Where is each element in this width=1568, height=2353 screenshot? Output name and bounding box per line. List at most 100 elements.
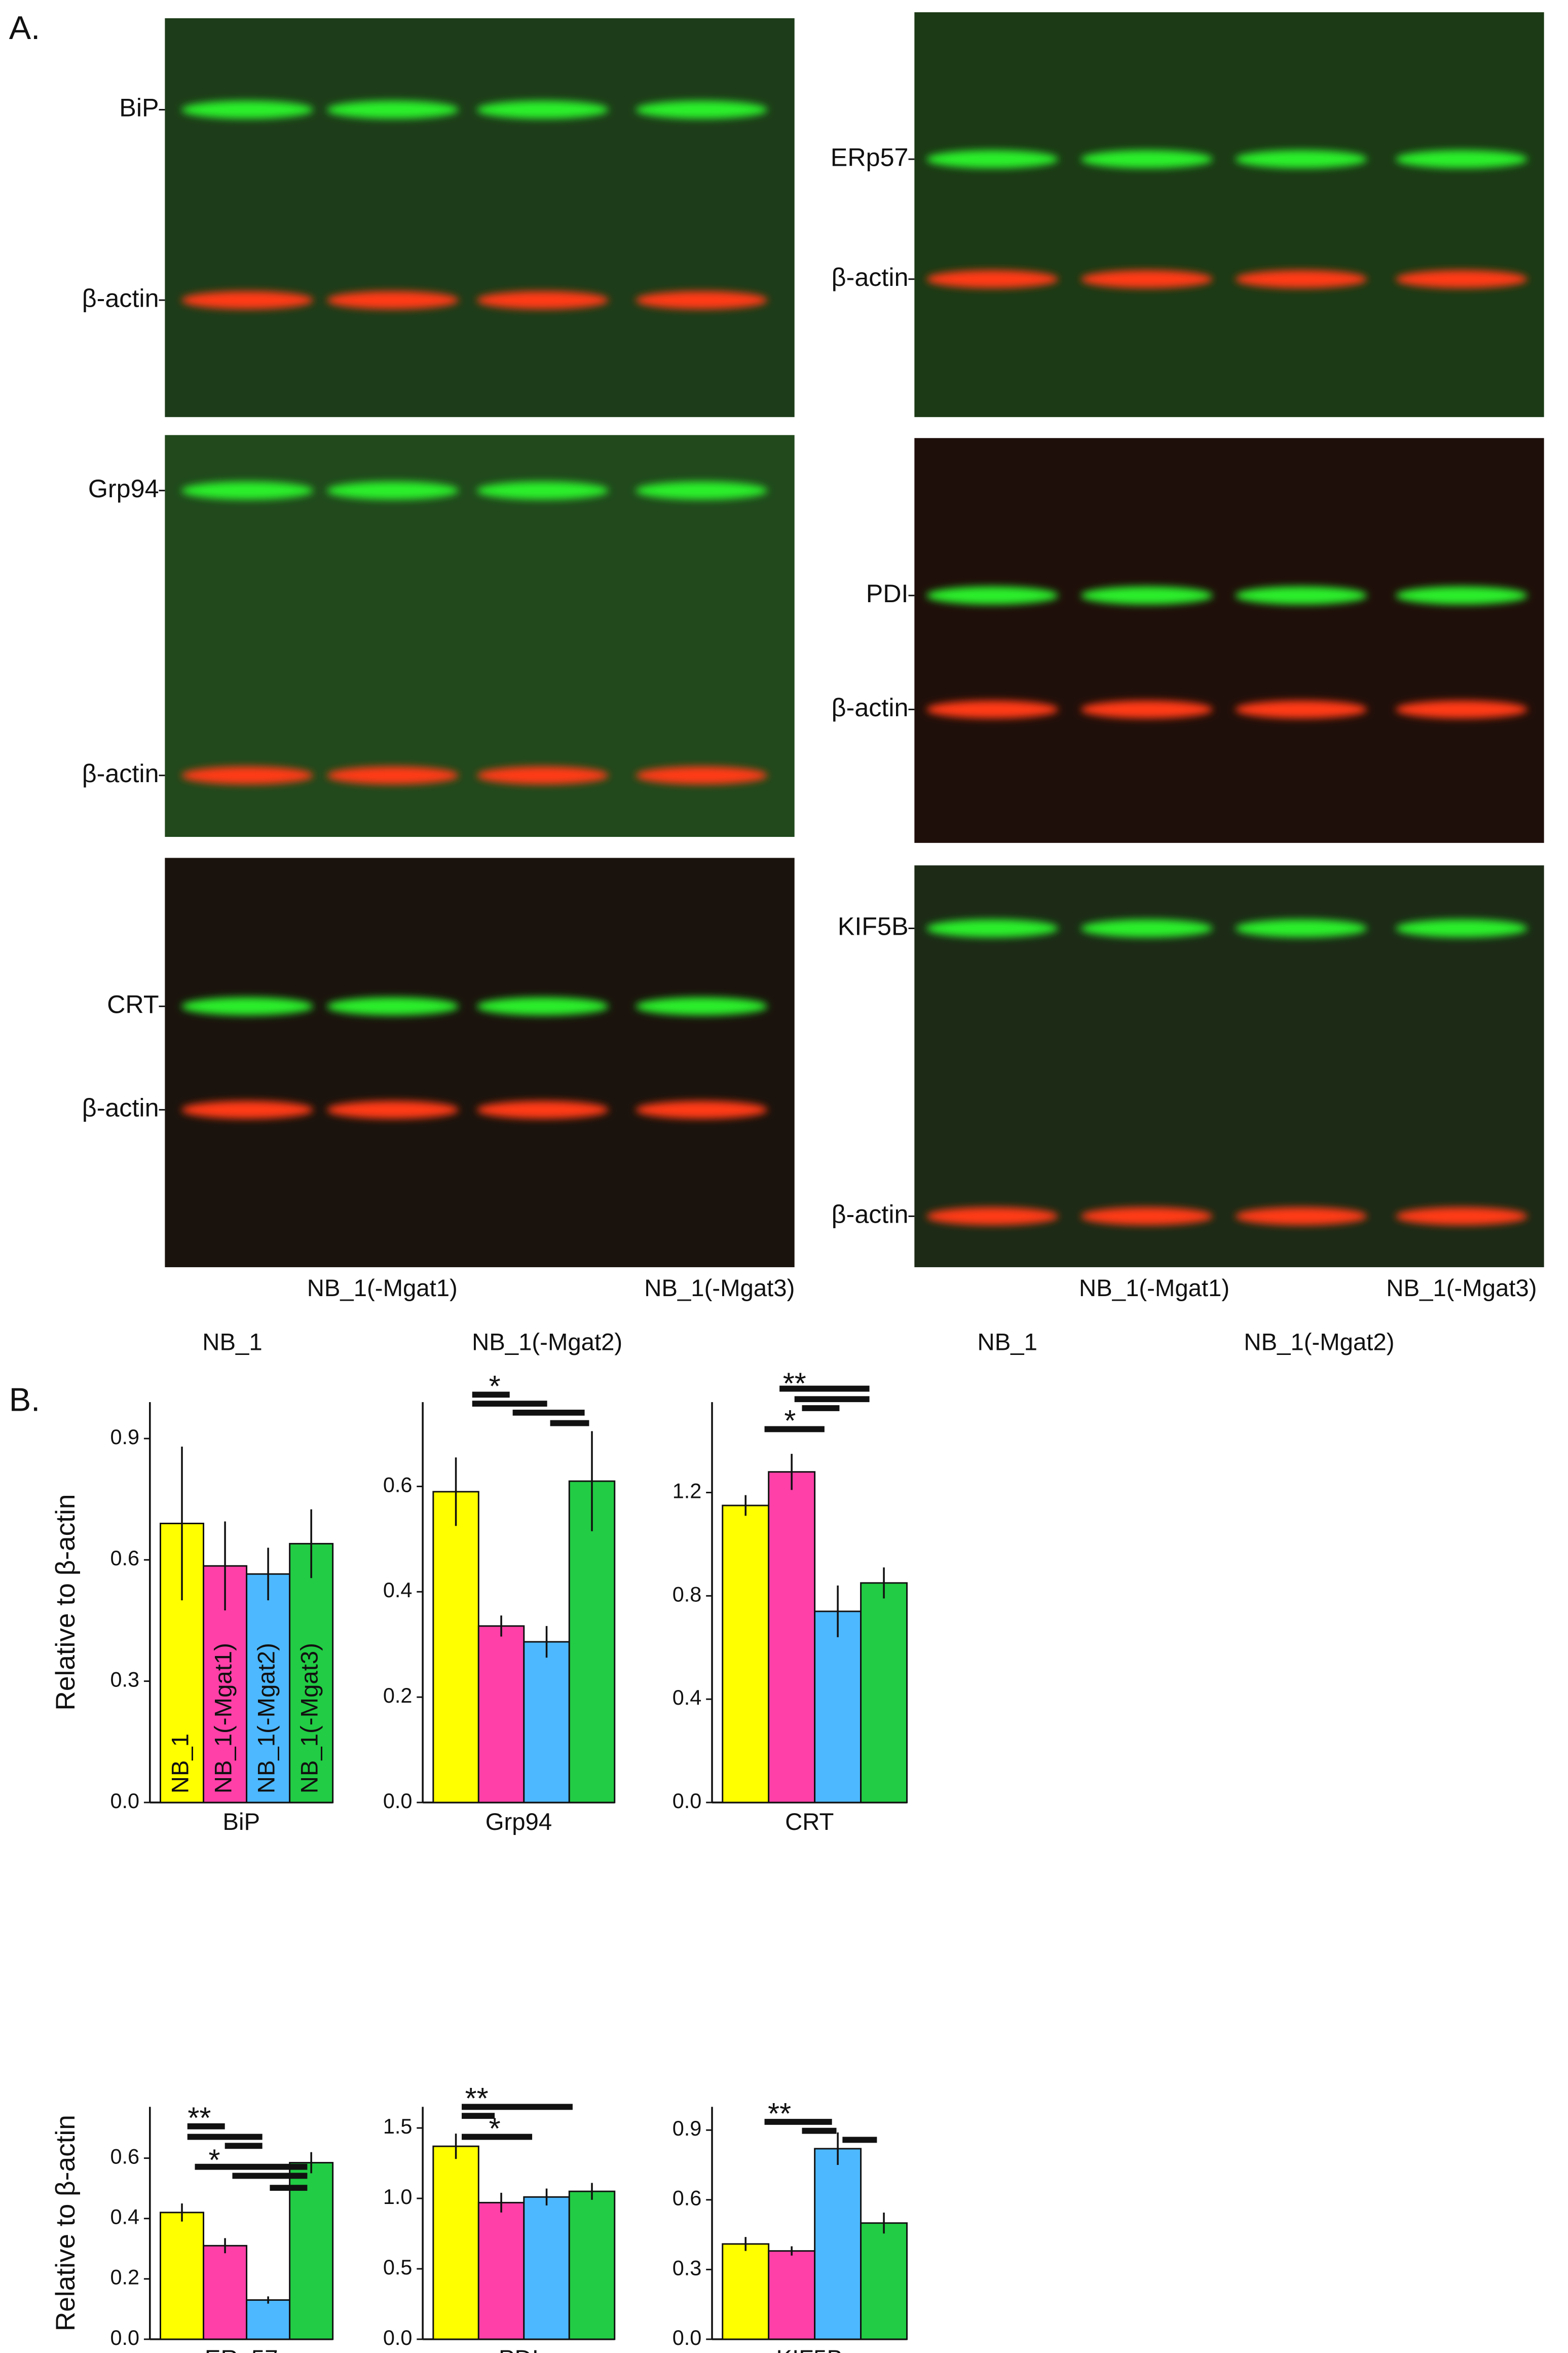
y-tick-label: 0.4 bbox=[673, 1686, 702, 1709]
significance-star: ** bbox=[768, 2097, 791, 2130]
band bbox=[1235, 919, 1367, 938]
band bbox=[181, 291, 314, 309]
y-tick-label: 0.6 bbox=[110, 1547, 140, 1570]
band bbox=[636, 291, 768, 309]
x-axis-label: ERp57 bbox=[205, 2345, 278, 2353]
y-tick-label: 0.9 bbox=[110, 1425, 140, 1449]
band bbox=[1395, 919, 1528, 938]
y-tick-label: 1.2 bbox=[673, 1479, 702, 1502]
band bbox=[1235, 1207, 1367, 1226]
band bbox=[1235, 700, 1367, 719]
x-axis-label: KIF5B bbox=[776, 2345, 843, 2353]
y-tick-label: 0.3 bbox=[110, 1668, 140, 1692]
bar bbox=[432, 1491, 479, 1804]
y-tick-label: 0.0 bbox=[383, 1789, 413, 1813]
band bbox=[326, 766, 459, 785]
lane-label: NB_1(-Mgat1) bbox=[307, 1275, 458, 1302]
band bbox=[636, 766, 768, 785]
blot-label: β-actin bbox=[82, 1093, 159, 1122]
bar-label: NB_1(-Mgat1) bbox=[210, 1643, 237, 1793]
blot-label: ERp57 bbox=[831, 142, 909, 171]
band bbox=[181, 100, 314, 119]
significance-star: * bbox=[208, 2143, 220, 2177]
blot bbox=[165, 858, 795, 1267]
bar bbox=[246, 1573, 291, 1804]
y-tick-label: 1.0 bbox=[383, 2185, 413, 2209]
band bbox=[1235, 150, 1367, 168]
panel-label: A. bbox=[9, 9, 40, 46]
band bbox=[326, 1100, 459, 1119]
band bbox=[636, 997, 768, 1016]
lane-label: NB_1(-Mgat3) bbox=[1386, 1275, 1537, 1302]
y-tick-label: 0.4 bbox=[383, 1578, 413, 1602]
band bbox=[476, 766, 609, 785]
significance-star: ** bbox=[465, 2081, 489, 2115]
x-axis-label: Grp94 bbox=[486, 1809, 552, 1835]
band bbox=[636, 100, 768, 119]
lane-label: NB_1(-Mgat1) bbox=[1079, 1275, 1229, 1302]
band bbox=[926, 150, 1059, 168]
blot-label: β-actin bbox=[82, 283, 159, 312]
band bbox=[636, 1100, 768, 1119]
band bbox=[326, 100, 459, 119]
band bbox=[1235, 586, 1367, 605]
y-tick-label: 0.0 bbox=[110, 1789, 140, 1813]
significance-star: * bbox=[489, 2111, 501, 2145]
bar bbox=[432, 2145, 479, 2340]
band bbox=[326, 997, 459, 1016]
band bbox=[476, 291, 609, 309]
band bbox=[476, 1100, 609, 1119]
band bbox=[181, 766, 314, 785]
y-tick-label: 0.6 bbox=[110, 2145, 140, 2168]
y-tick-label: 0.5 bbox=[383, 2256, 413, 2279]
significance-star: * bbox=[489, 1369, 501, 1403]
blot-label: PDI bbox=[866, 579, 909, 608]
y-tick-label: 0.2 bbox=[110, 2266, 140, 2289]
significance-star: ** bbox=[783, 1366, 806, 1400]
band bbox=[476, 481, 609, 500]
band bbox=[326, 291, 459, 309]
band bbox=[1080, 270, 1213, 288]
band bbox=[1395, 270, 1528, 288]
blot-label: β-actin bbox=[82, 759, 159, 788]
band bbox=[926, 1207, 1059, 1226]
bar bbox=[477, 2201, 525, 2340]
bar bbox=[523, 1641, 570, 1804]
lane-label: NB_1 bbox=[978, 1329, 1037, 1355]
band bbox=[1235, 270, 1367, 288]
bar bbox=[722, 2243, 770, 2340]
bar bbox=[160, 2212, 205, 2340]
band bbox=[1395, 700, 1528, 719]
bar bbox=[860, 2222, 908, 2340]
significance-star: ** bbox=[188, 2101, 211, 2135]
y-tick-label: 0.6 bbox=[383, 1473, 413, 1496]
blot-label: Grp94 bbox=[88, 474, 159, 503]
y-axis-label: Relative to β-actin bbox=[51, 1494, 81, 1710]
blot-label: β-actin bbox=[832, 263, 909, 291]
blot-label: β-actin bbox=[832, 693, 909, 722]
band bbox=[926, 270, 1059, 288]
band bbox=[926, 919, 1059, 938]
bar bbox=[289, 2162, 334, 2340]
y-tick-label: 0.0 bbox=[673, 1789, 702, 1813]
bar bbox=[768, 2250, 816, 2340]
band bbox=[1395, 1207, 1528, 1226]
blot-label: β-actin bbox=[832, 1200, 909, 1229]
band bbox=[926, 586, 1059, 605]
bar-label: NB_1(-Mgat3) bbox=[296, 1643, 323, 1793]
bar bbox=[477, 1625, 525, 1804]
bar bbox=[203, 2245, 248, 2340]
lane-label: NB_1(-Mgat2) bbox=[472, 1329, 622, 1355]
bar bbox=[246, 2299, 291, 2340]
y-tick-label: 0.0 bbox=[673, 2326, 702, 2349]
panel-label: B. bbox=[9, 1381, 40, 1418]
y-tick-label: 0.6 bbox=[673, 2187, 702, 2210]
y-tick-label: 0.8 bbox=[673, 1583, 702, 1606]
y-tick-label: 0.4 bbox=[110, 2205, 140, 2229]
lane-label: NB_1 bbox=[202, 1329, 262, 1355]
significance-star: * bbox=[784, 1404, 796, 1438]
band bbox=[326, 481, 459, 500]
blot bbox=[914, 438, 1544, 843]
